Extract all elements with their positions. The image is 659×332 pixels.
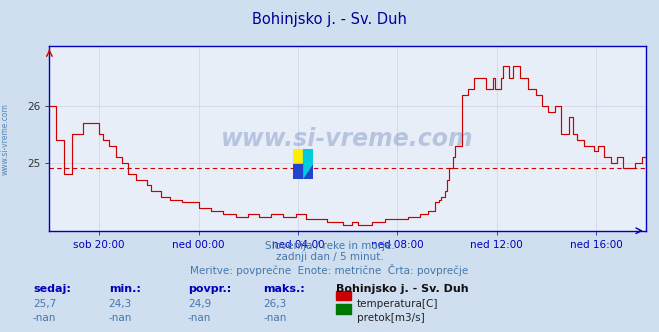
Text: Bohinjsko j. - Sv. Duh: Bohinjsko j. - Sv. Duh [336,284,469,294]
PathPatch shape [303,149,313,179]
Text: 24,3: 24,3 [109,299,132,309]
Text: -nan: -nan [109,313,132,323]
Text: min.:: min.: [109,284,140,294]
Text: povpr.:: povpr.: [188,284,231,294]
Text: temperatura[C]: temperatura[C] [357,299,439,309]
Text: 25,7: 25,7 [33,299,56,309]
Text: www.si-vreme.com: www.si-vreme.com [221,126,474,151]
Text: maks.:: maks.: [264,284,305,294]
Text: Meritve: povprečne  Enote: metrične  Črta: povprečje: Meritve: povprečne Enote: metrične Črta:… [190,264,469,276]
Text: -nan: -nan [264,313,287,323]
Bar [293,164,303,179]
Text: 26,3: 26,3 [264,299,287,309]
Bar [303,149,313,164]
Text: zadnji dan / 5 minut.: zadnji dan / 5 minut. [275,252,384,262]
Text: -nan: -nan [33,313,56,323]
Text: 24,9: 24,9 [188,299,211,309]
Text: sedaj:: sedaj: [33,284,71,294]
Bar [303,164,313,179]
Text: Slovenija / reke in morje.: Slovenija / reke in morje. [264,241,395,251]
Text: pretok[m3/s]: pretok[m3/s] [357,313,425,323]
Bar [293,149,303,164]
Text: Bohinjsko j. - Sv. Duh: Bohinjsko j. - Sv. Duh [252,12,407,27]
Text: www.si-vreme.com: www.si-vreme.com [1,104,10,175]
Text: -nan: -nan [188,313,211,323]
